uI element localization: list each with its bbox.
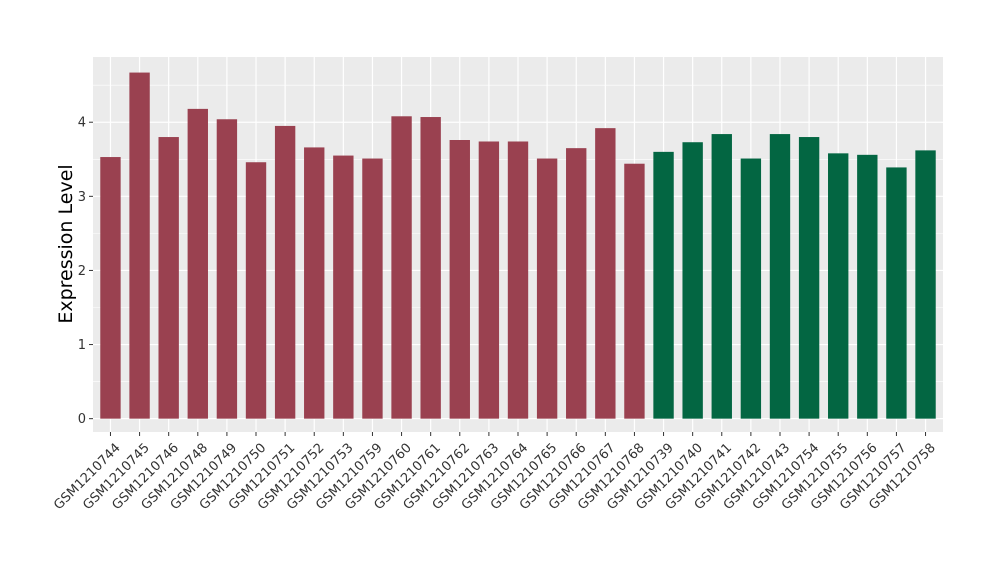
- bar-gsm1210739: [653, 151, 674, 419]
- bars: [100, 72, 936, 419]
- bar-gsm1210760: [391, 116, 412, 419]
- bar-gsm1210757: [886, 167, 907, 419]
- bar-gsm1210749: [216, 119, 238, 419]
- bar-gsm1210759: [362, 158, 383, 419]
- bar-gsm1210763: [478, 141, 500, 419]
- bar-gsm1210767: [595, 128, 616, 419]
- bar-gsm1210766: [566, 148, 587, 419]
- bar-gsm1210765: [536, 158, 558, 419]
- bar-gsm1210740: [682, 142, 703, 419]
- x-axis: GSM1210744GSM1210745GSM1210746GSM1210748…: [51, 432, 939, 513]
- bar-gsm1210743: [769, 134, 791, 419]
- bar-gsm1210751: [274, 125, 296, 419]
- y-axis: 0 1 2 3 4: [78, 116, 93, 427]
- bar-gsm1210753: [333, 155, 354, 419]
- bar-gsm1210742: [740, 158, 762, 419]
- bar-gsm1210764: [507, 141, 529, 419]
- bar-gsm1210755: [828, 153, 849, 419]
- bar-gsm1210745: [129, 72, 150, 419]
- bar-gsm1210758: [915, 150, 936, 419]
- y-tick-label: 1: [78, 338, 86, 353]
- y-axis-title: Expression Level: [55, 164, 77, 323]
- bar-gsm1210752: [304, 147, 325, 419]
- y-tick-label: 4: [78, 116, 86, 131]
- y-tick-label: 2: [78, 264, 86, 279]
- bar-gsm1210762: [449, 140, 470, 419]
- bar-gsm1210741: [711, 134, 732, 419]
- y-tick-label: 0: [78, 412, 86, 427]
- bar-gsm1210744: [100, 157, 121, 419]
- bar-gsm1210756: [857, 154, 878, 419]
- bar-gsm1210748: [187, 108, 208, 419]
- bar-gsm1210768: [624, 163, 645, 419]
- bar-gsm1210761: [420, 117, 441, 419]
- bar-gsm1210750: [245, 162, 267, 419]
- y-tick-label: 3: [78, 190, 86, 205]
- bar-gsm1210746: [158, 137, 179, 419]
- bar-gsm1210754: [798, 137, 820, 419]
